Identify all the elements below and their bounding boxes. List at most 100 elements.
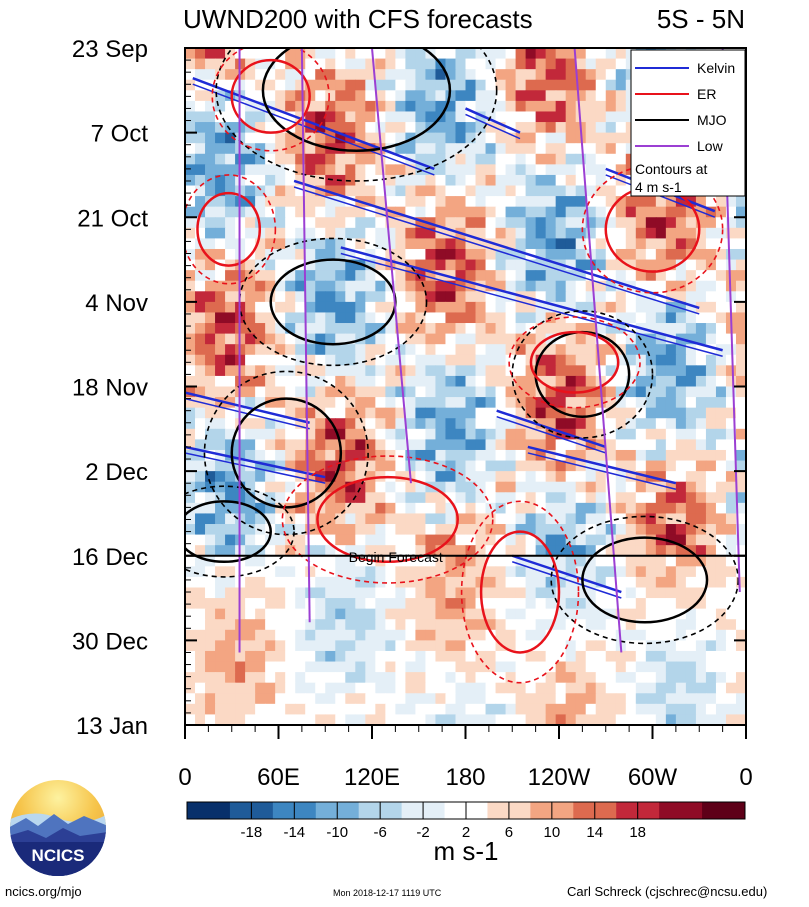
heatmap-cell bbox=[285, 576, 296, 589]
heatmap-cell bbox=[685, 312, 697, 324]
heatmap-cell bbox=[585, 386, 597, 398]
heatmap-cell bbox=[195, 323, 206, 335]
heatmap-cell bbox=[525, 122, 537, 134]
heatmap-cell bbox=[215, 100, 226, 113]
heatmap-cell bbox=[605, 153, 617, 165]
heatmap-cell bbox=[675, 312, 687, 324]
heatmap-cell bbox=[675, 270, 687, 282]
heatmap-cell bbox=[385, 111, 396, 123]
heatmap-cell bbox=[505, 100, 517, 113]
heatmap-cell bbox=[315, 227, 326, 240]
heatmap-cell bbox=[375, 608, 386, 620]
heatmap-cell bbox=[245, 48, 256, 60]
heatmap-cell bbox=[475, 714, 487, 725]
heatmap-cell bbox=[345, 248, 356, 261]
heatmap-cell bbox=[425, 449, 437, 462]
heatmap-cell bbox=[715, 460, 727, 472]
heatmap-cell bbox=[545, 238, 557, 250]
heatmap-cell bbox=[585, 122, 597, 134]
heatmap-cell bbox=[185, 122, 196, 134]
heatmap-cell bbox=[635, 354, 647, 366]
heatmap-cell bbox=[375, 280, 386, 292]
heatmap-cell bbox=[305, 449, 316, 462]
heatmap-cell bbox=[475, 661, 487, 673]
heatmap-cell bbox=[685, 270, 697, 282]
heatmap-cell bbox=[385, 598, 396, 610]
footer-url[interactable]: ncics.org/mjo bbox=[5, 884, 82, 899]
heatmap-cell bbox=[295, 153, 306, 165]
heatmap-cell bbox=[385, 492, 396, 504]
heatmap-cell bbox=[685, 502, 697, 515]
heatmap-cell bbox=[215, 650, 226, 663]
heatmap-cell bbox=[525, 598, 537, 610]
heatmap-cell bbox=[305, 397, 316, 409]
logo-emblem-icon: NCICS bbox=[10, 780, 106, 876]
heatmap-cell bbox=[575, 629, 587, 641]
heatmap-cell bbox=[275, 682, 286, 694]
heatmap-cell bbox=[195, 661, 206, 673]
heatmap-cell bbox=[565, 502, 577, 515]
wave-kelvin-contour bbox=[511, 554, 622, 594]
heatmap-cell bbox=[445, 206, 457, 218]
heatmap-cell bbox=[635, 619, 647, 631]
heatmap-cell bbox=[355, 100, 366, 113]
heatmap-cell bbox=[365, 619, 376, 631]
heatmap-cell bbox=[665, 449, 677, 462]
heatmap-cell bbox=[215, 196, 226, 208]
heatmap-cell bbox=[195, 629, 206, 641]
heatmap-cell bbox=[675, 365, 687, 377]
heatmap-cell bbox=[405, 111, 417, 123]
heatmap-cell bbox=[545, 566, 557, 578]
heatmap-cell bbox=[545, 407, 557, 419]
heatmap-cell bbox=[525, 449, 537, 462]
heatmap-cell bbox=[465, 58, 477, 70]
heatmap-cell bbox=[695, 471, 707, 483]
heatmap-cell bbox=[395, 196, 406, 208]
heatmap-cell bbox=[485, 418, 497, 430]
heatmap-cell bbox=[275, 418, 286, 430]
heatmap-cell bbox=[555, 375, 567, 388]
heatmap-cell bbox=[295, 449, 306, 462]
heatmap-cell bbox=[255, 661, 266, 673]
heatmap-cell bbox=[735, 397, 746, 409]
heatmap-cell bbox=[365, 227, 376, 240]
heatmap-cell bbox=[395, 153, 406, 165]
heatmap-cell bbox=[305, 714, 316, 725]
heatmap-cell bbox=[405, 323, 417, 335]
heatmap-cell bbox=[205, 153, 216, 165]
heatmap-cell bbox=[615, 79, 627, 91]
heatmap-cell bbox=[355, 174, 366, 187]
heatmap-cell bbox=[405, 69, 417, 81]
heatmap-cell bbox=[635, 449, 647, 462]
heatmap-cell bbox=[275, 58, 286, 70]
heatmap-cell bbox=[545, 79, 557, 91]
heatmap-cell bbox=[685, 619, 697, 631]
heatmap-cell bbox=[415, 217, 427, 229]
heatmap-cell bbox=[685, 439, 697, 451]
heatmap-cell bbox=[435, 576, 447, 589]
heatmap-cell bbox=[585, 301, 597, 314]
heatmap-cell bbox=[395, 122, 406, 134]
heatmap-cell bbox=[635, 534, 647, 546]
heatmap-cell bbox=[325, 661, 336, 673]
heatmap-cell bbox=[325, 111, 336, 123]
heatmap-cell bbox=[345, 449, 356, 462]
heatmap-cell bbox=[485, 439, 497, 451]
heatmap-cell bbox=[595, 238, 607, 250]
heatmap-cell bbox=[275, 524, 286, 536]
heatmap-cell bbox=[615, 471, 627, 483]
heatmap-cell bbox=[495, 153, 507, 165]
heatmap-cell bbox=[535, 471, 547, 483]
heatmap-cell bbox=[635, 576, 647, 589]
heatmap-cell bbox=[395, 439, 406, 451]
heatmap-cell bbox=[345, 100, 356, 113]
heatmap-cell bbox=[625, 354, 637, 366]
heatmap-cell bbox=[615, 386, 627, 398]
heatmap-cell bbox=[185, 471, 196, 483]
heatmap-cell bbox=[395, 460, 406, 472]
heatmap-cell bbox=[505, 333, 517, 345]
heatmap-cell bbox=[245, 90, 256, 102]
heatmap-cell bbox=[315, 111, 326, 123]
heatmap-cell bbox=[375, 661, 386, 673]
heatmap-cell bbox=[535, 259, 547, 271]
